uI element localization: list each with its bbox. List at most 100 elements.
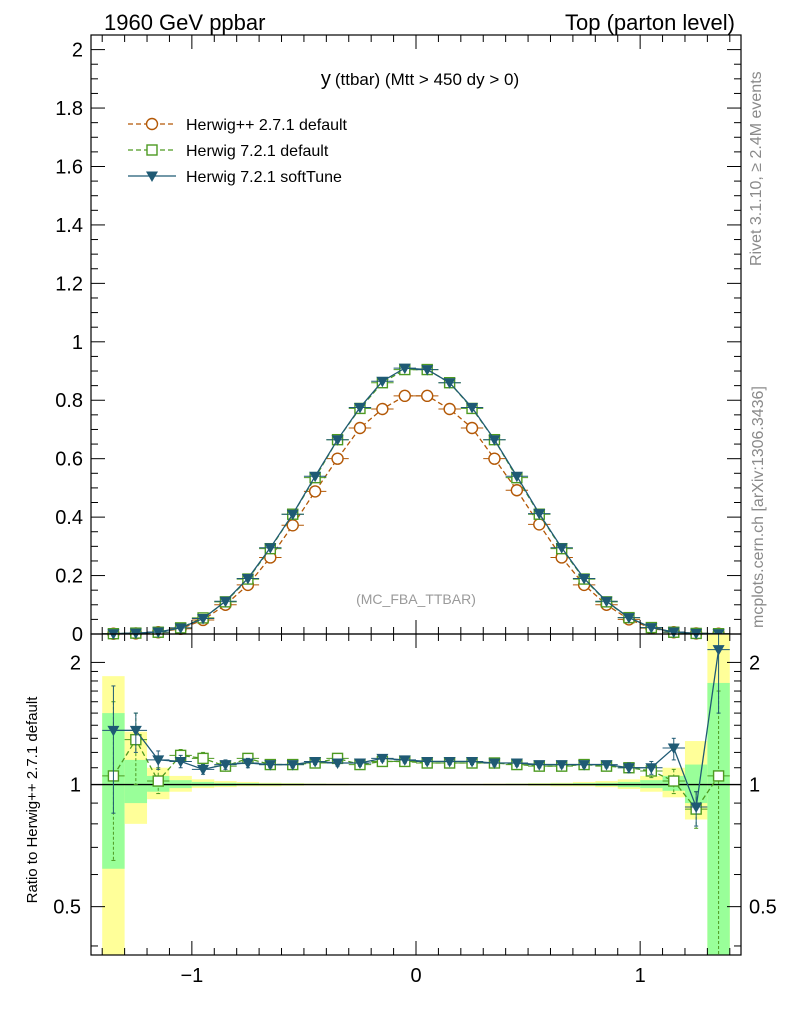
main-title: y (ttbar) (Mtt > 450 dy > 0) (321, 68, 519, 90)
main-data-point (376, 402, 389, 416)
rivet-version-label: Rivet 3.1.10, ≥ 2.4M events (748, 71, 765, 266)
main-series-line (113, 367, 719, 635)
main-y-tick-label: 1.2 (55, 273, 83, 295)
main-data-point (197, 614, 210, 625)
ratio-data-point (645, 763, 658, 774)
ratio-data-point (309, 756, 322, 768)
ratio-data-point (174, 756, 187, 768)
ratio-data-point (690, 802, 703, 814)
main-plot: 0 0.2 0.4 0.6 0.8 1 1.2 1.4 1.6 1.8 2 y (ttbar) (Mt… (55, 34, 742, 646)
legend-label: Herwig 7.2.1 default (186, 143, 329, 160)
ratio-data-point (241, 758, 254, 769)
ratio-series-line (112, 738, 720, 811)
main-y-tick-label: 0 (72, 624, 83, 646)
legend-entry: Herwig 7.2.1 default (128, 143, 329, 160)
main-data-point (152, 627, 165, 638)
ratio-series-1 (102, 633, 730, 827)
main-series-2 (102, 363, 730, 640)
legend-marker (146, 144, 158, 156)
main-data-point (376, 376, 389, 388)
source-label: mcplots.cern.ch [arXiv:1306.3436] (750, 386, 767, 628)
main-data-point (309, 471, 322, 483)
ratio-data-point (197, 764, 210, 776)
main-data-point (600, 596, 613, 608)
main-data-point (465, 421, 479, 435)
main-data-point (331, 452, 344, 465)
main-data-point (510, 484, 524, 497)
main-data-marks (102, 363, 730, 640)
main-data-point (488, 435, 501, 446)
main-data-point (533, 509, 546, 520)
analysis-watermark: (MC_FBA_TTBAR) (356, 591, 476, 607)
ratio-data-point (376, 753, 389, 765)
ratio-y-tick-label: 0.5 (53, 897, 81, 919)
ratio-plot: 0.5 0.5 1 1 2 2 −1 0 1 Ratio to Herwig++ 2.7.1 d… (24, 633, 777, 987)
main-y-tick-label: 0.6 (55, 449, 83, 471)
main-data-point (241, 573, 254, 585)
ratio-y-tick-label-right: 1 (749, 775, 760, 797)
ratio-series-line (113, 649, 720, 808)
legend-entry: Herwig 7.2.1 softTune (128, 169, 342, 186)
ratio-data-point (510, 758, 523, 769)
main-data-point (421, 389, 434, 403)
ratio-band-green (124, 759, 148, 804)
ratio-data-point (219, 760, 232, 771)
ratio-x-tick-label: −1 (180, 965, 203, 987)
ratio-data-point (668, 775, 680, 787)
ratio-data-point (600, 760, 613, 771)
ratio-y-tick-label-right: 0.5 (749, 897, 777, 919)
ratio-data-point (129, 725, 142, 737)
ratio-y-tick-label-right: 2 (749, 652, 760, 674)
main-data-point (578, 573, 591, 585)
ratio-data-point (488, 758, 501, 769)
main-data-point (398, 363, 411, 375)
ratio-data-point (264, 760, 277, 771)
main-y-tick-label: 0.2 (55, 566, 83, 588)
ratio-x-tick-label: 0 (410, 965, 421, 987)
ratio-data-point (533, 760, 546, 771)
main-y-tick-label: 1 (72, 332, 83, 354)
main-data-point (443, 402, 456, 416)
main-data-point (398, 389, 411, 403)
ratio-data-point (578, 760, 591, 771)
main-data-point (219, 596, 232, 608)
ratio-data-point (398, 755, 411, 766)
main-data-point (264, 543, 277, 554)
main-y-tick-label: 2 (72, 40, 83, 62)
ratio-data-point (107, 725, 120, 737)
main-y-tick-label: 1.8 (55, 98, 83, 120)
ratio-data-point (667, 743, 680, 755)
main-data-point (331, 435, 344, 446)
main-data-point (510, 471, 523, 483)
ratio-data-point (712, 645, 725, 656)
main-data-point (308, 485, 322, 498)
ratio-data-point (712, 770, 725, 782)
main-data-point (555, 543, 568, 554)
header-right: Top (parton level) (565, 10, 735, 35)
main-axes: 0 0.2 0.4 0.6 0.8 1 1.2 1.4 1.6 1.8 2 (55, 35, 741, 646)
main-data-point (286, 519, 299, 532)
ratio-data-point (197, 752, 209, 765)
ratio-y-axis-label: Ratio to Herwig++ 2.7.1 default (24, 696, 41, 904)
main-data-point (421, 365, 434, 376)
legend: Herwig++ 2.7.1 default Herwig 7.2.1 defau… (128, 117, 348, 186)
ratio-data-point (286, 760, 299, 771)
ratio-data-point (152, 775, 164, 787)
ratio-data-marks (91, 633, 741, 956)
header-left: 1960 GeV ppbar (104, 10, 265, 35)
ratio-data-point (152, 755, 165, 766)
main-data-point (622, 613, 635, 624)
main-y-tick-label: 0.4 (55, 507, 83, 529)
ratio-data-point (466, 756, 479, 768)
main-data-point (466, 403, 479, 414)
main-title-symbol: y (321, 68, 331, 90)
main-y-tick-label: 1.4 (55, 215, 83, 237)
main-data-point (488, 452, 501, 465)
main-data-point (286, 509, 299, 521)
ratio-axes: 0.5 0.5 1 1 2 2 −1 0 1 (53, 634, 777, 987)
ratio-data-point (443, 756, 456, 768)
ratio-data-point (331, 758, 344, 769)
legend-entry: Herwig++ 2.7.1 default (128, 117, 348, 134)
main-data-point (443, 378, 456, 389)
